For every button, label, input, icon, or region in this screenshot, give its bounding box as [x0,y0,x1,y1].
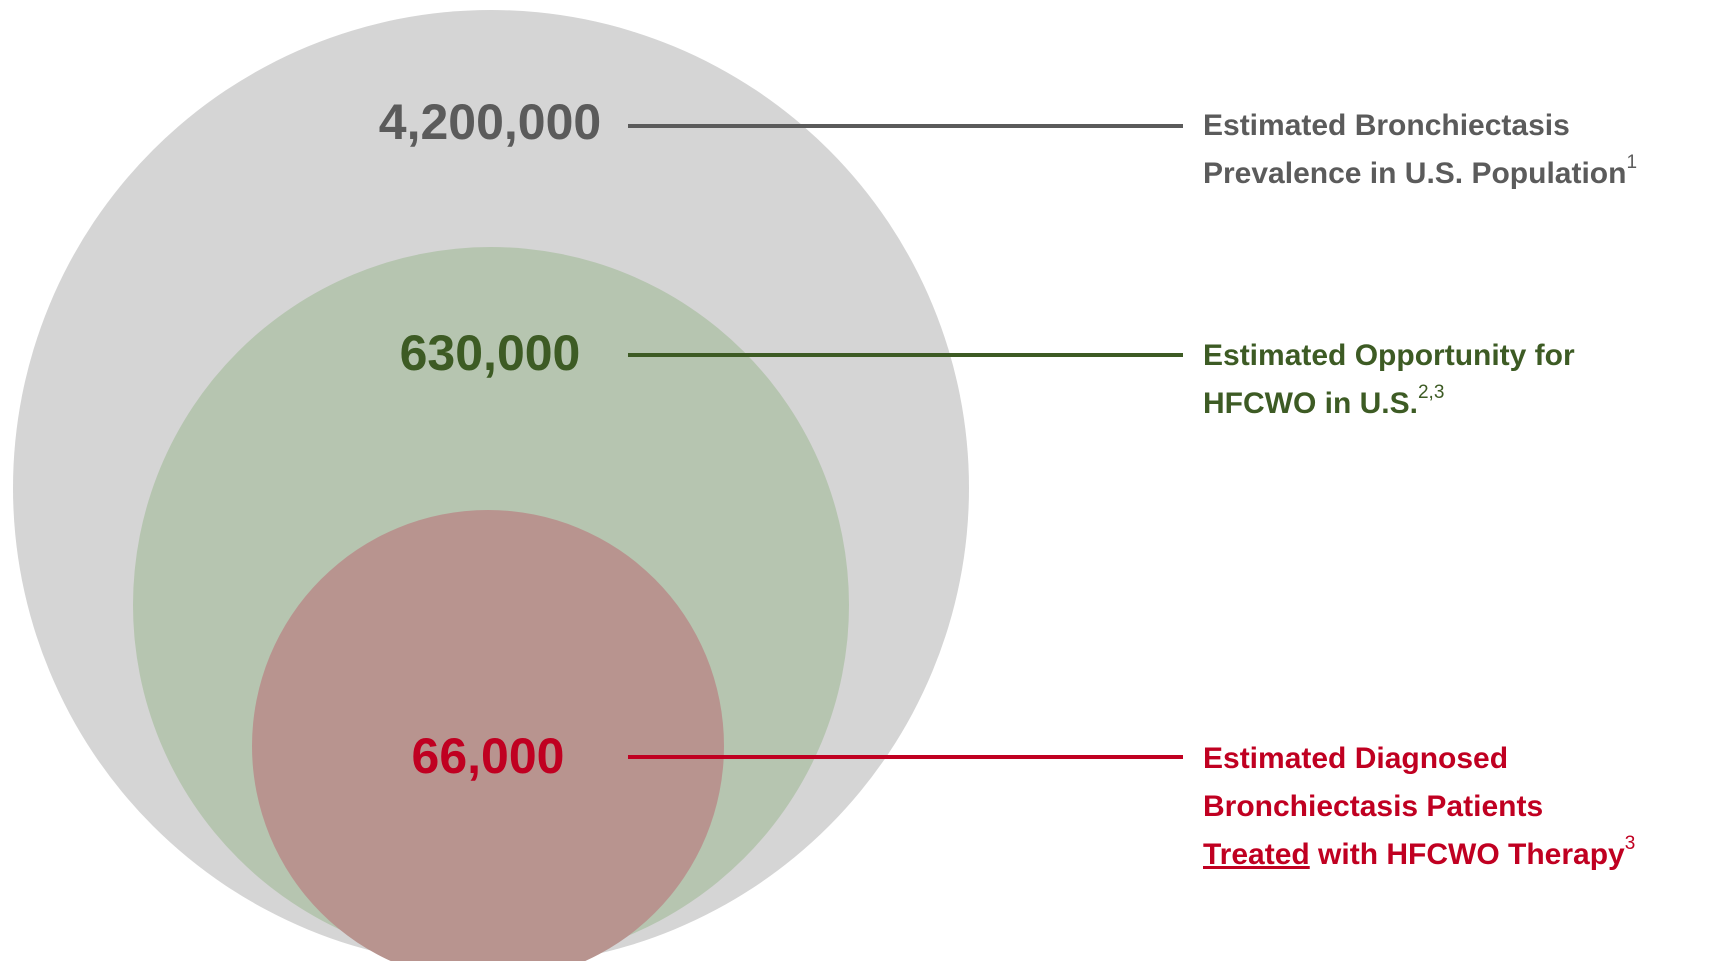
label-line: Estimated Bronchiectasis [1203,109,1570,142]
label-line: Treated with HFCWO Therapy3 [1203,833,1635,871]
label-line: Bronchiectasis Patients [1203,790,1543,823]
underlined-text: Treated [1203,838,1310,871]
label-text: Prevalence in U.S. Population [1203,157,1626,190]
label-line: Estimated Diagnosed [1203,742,1508,775]
superscript: 2,3 [1418,382,1444,403]
label-text: HFCWO in U.S. [1203,387,1418,420]
label-line: HFCWO in U.S.2,3 [1203,382,1444,420]
label-line: Estimated Opportunity for [1203,339,1575,372]
value: 4,200,000 [379,94,601,150]
label-text: with HFCWO Therapy [1310,838,1625,871]
label-line: Prevalence in U.S. Population1 [1203,152,1637,190]
inner-circle [252,510,724,961]
value: 66,000 [412,728,565,784]
superscript: 1 [1626,152,1637,173]
superscript: 3 [1625,833,1636,854]
value: 630,000 [400,325,581,381]
